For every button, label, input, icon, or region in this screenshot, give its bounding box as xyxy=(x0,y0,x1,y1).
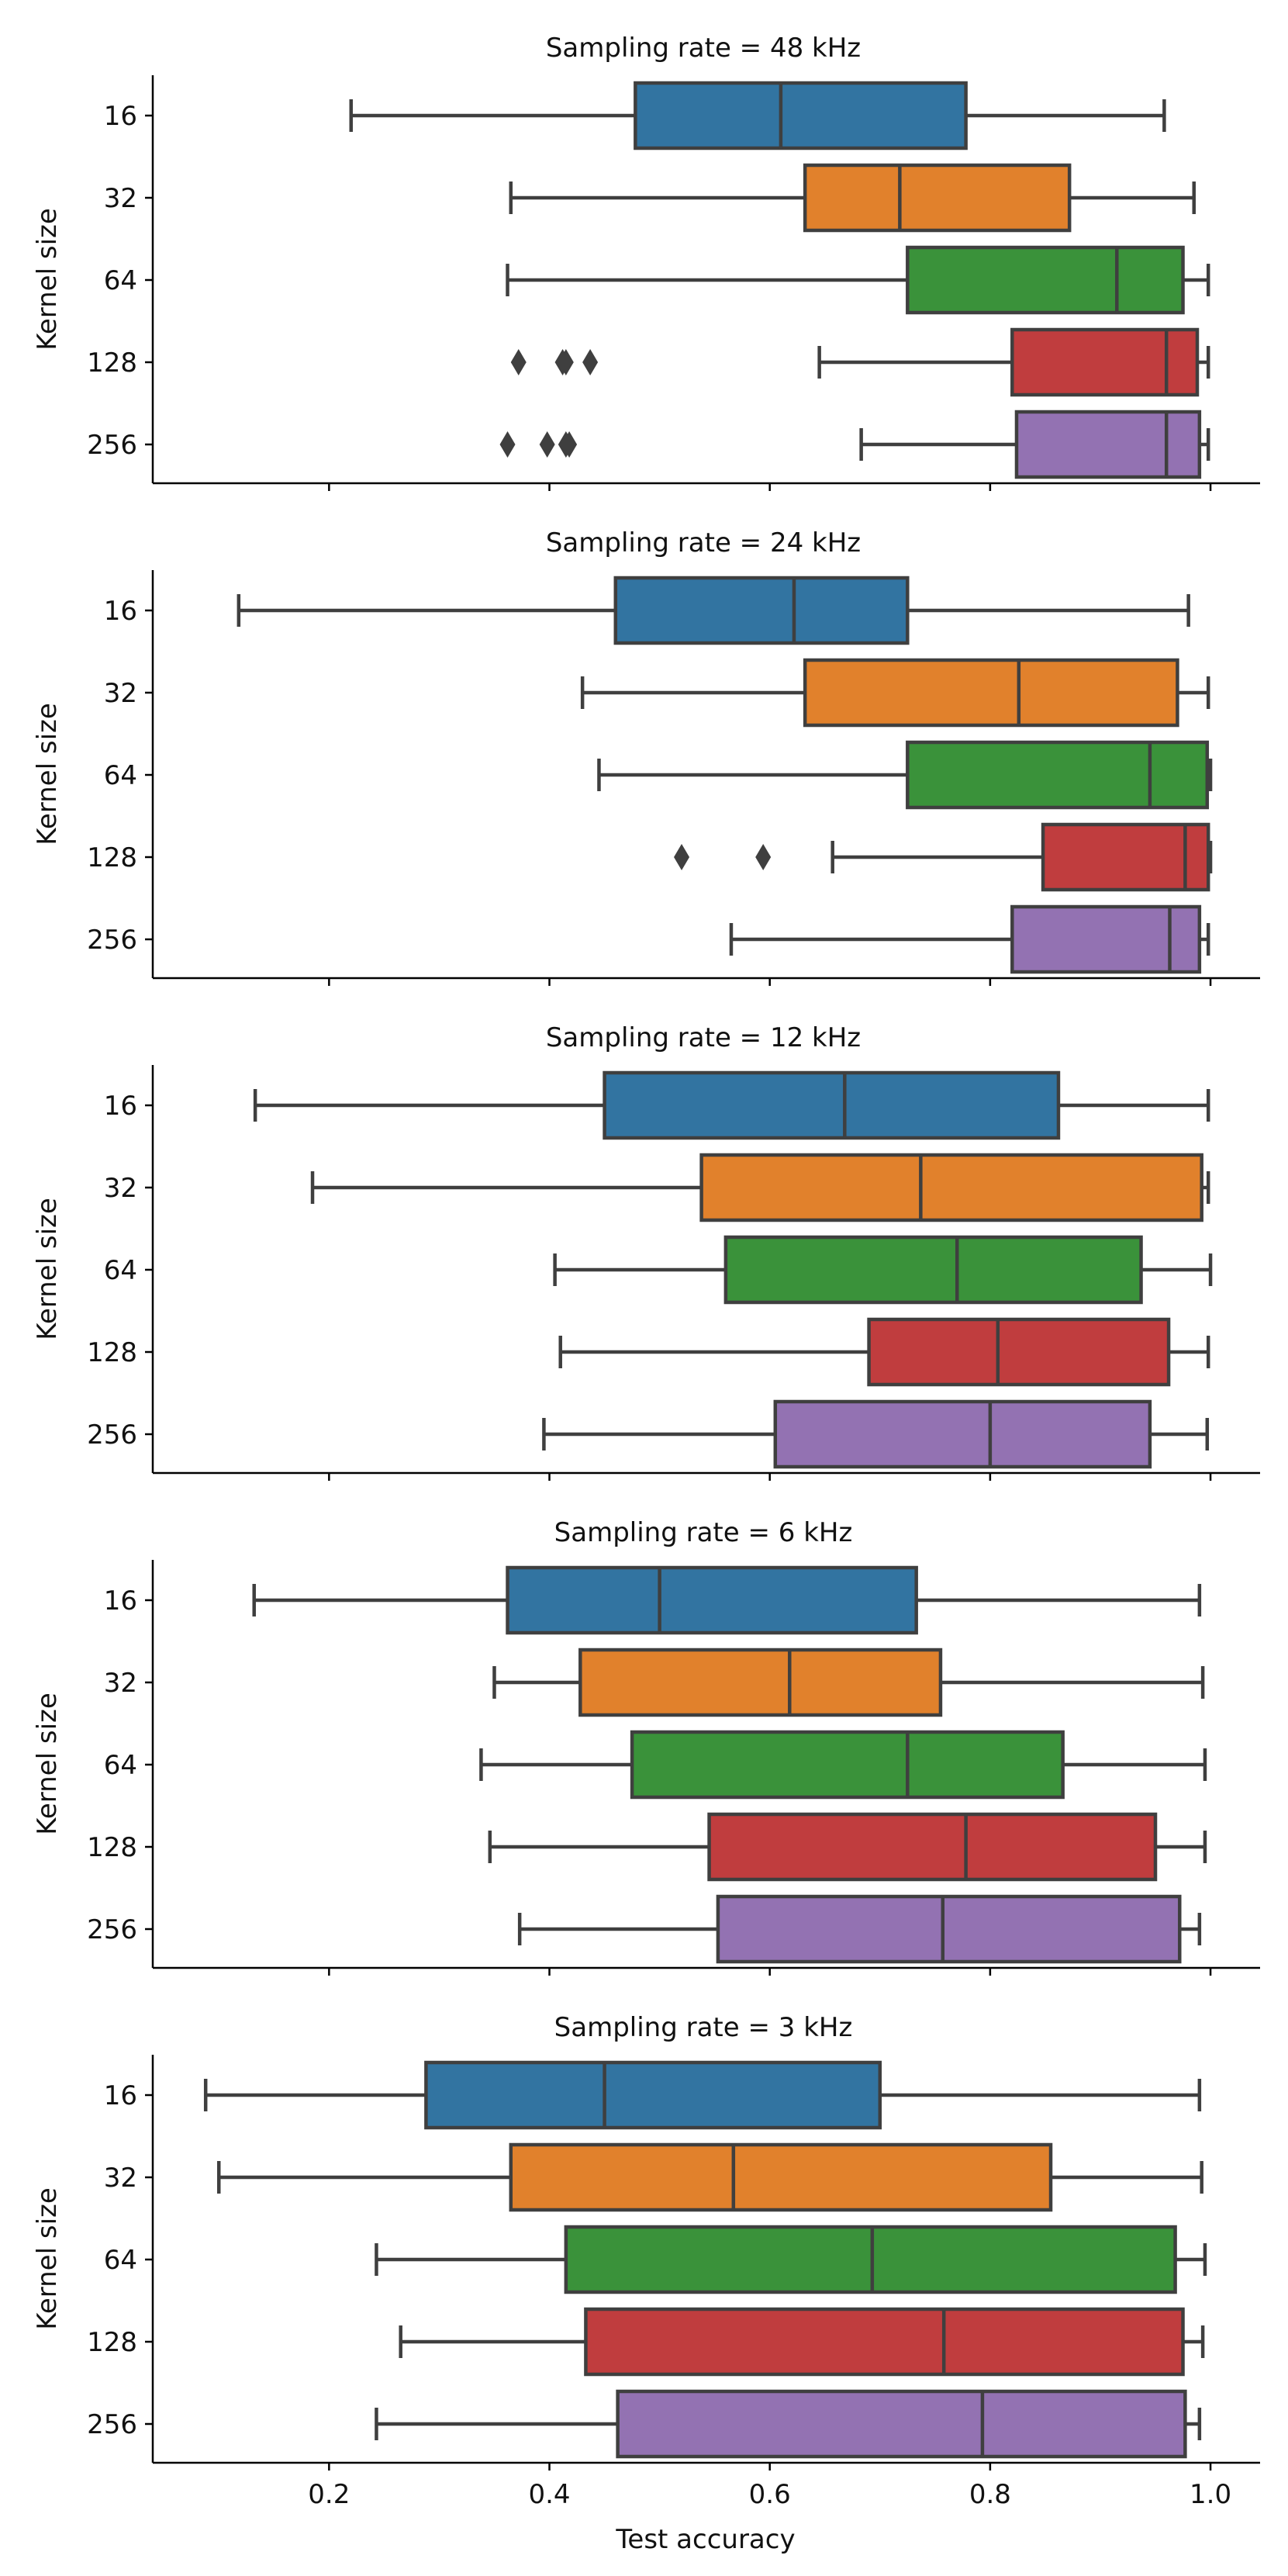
panel-2-y-tick-label: 32 xyxy=(104,678,137,709)
panel-1-box-32 xyxy=(803,163,1072,233)
panel-5-box-32 xyxy=(509,2142,1053,2212)
panel-3-box-64 xyxy=(723,1235,1143,1305)
panel-1-box-256-outlier xyxy=(539,431,555,458)
panel-1-box-256-outlier xyxy=(499,431,516,458)
panel-2-y-tick-label: 256 xyxy=(87,925,137,956)
panel-1-box-256-outlier xyxy=(561,431,578,458)
panel-5-y-axis-label: Kernel size xyxy=(32,2187,63,2330)
panel-2-box-128-outlier xyxy=(755,844,772,870)
panel-3-box-16 xyxy=(603,1070,1061,1140)
panel-2-y-tick-label: 128 xyxy=(87,842,137,873)
panel-3-y-tick-label: 16 xyxy=(104,1091,137,1122)
panel-2-box-16 xyxy=(613,576,910,645)
panel-4-y-tick-label: 64 xyxy=(104,1750,137,1781)
panel-1-y-tick-label: 128 xyxy=(87,348,137,379)
panel-1-box-128 xyxy=(1010,327,1200,397)
panel-1-y-tick-label: 32 xyxy=(104,183,137,214)
panel-4-title: Sampling rate = 6 kHz xyxy=(554,1517,853,1548)
panel-1-box-128-outlier xyxy=(558,349,574,375)
panel-4-box-32 xyxy=(578,1648,943,1717)
panel-4-y-tick-label: 16 xyxy=(104,1585,137,1616)
panel-1-y-tick-label: 64 xyxy=(104,265,137,296)
x-tick-label: 0.4 xyxy=(528,2479,570,2510)
panel-5-y-tick-label: 64 xyxy=(104,2245,137,2276)
panel-4-y-tick-label: 128 xyxy=(87,1832,137,1863)
panel-4-box-16 xyxy=(506,1565,918,1635)
panel-3-box-32 xyxy=(699,1153,1203,1222)
panel-4-y-tick-label: 256 xyxy=(87,1914,137,1945)
panel-1-y-tick-label: 256 xyxy=(87,430,137,461)
panel-3-y-tick-label: 32 xyxy=(104,1173,137,1204)
panel-5-y-tick-label: 128 xyxy=(87,2327,137,2358)
panel-2-box-64 xyxy=(906,740,1210,810)
panel-2-y-tick-label: 64 xyxy=(104,760,137,791)
panel-5-y-tick-label: 256 xyxy=(87,2409,137,2440)
panel-1-box-16 xyxy=(634,81,968,150)
x-axis-label: Test accuracy xyxy=(615,2524,795,2555)
panel-5-title: Sampling rate = 3 kHz xyxy=(554,2012,853,2043)
panel-3-y-tick-label: 64 xyxy=(104,1255,137,1286)
panel-1-box-128-outlier xyxy=(582,349,599,375)
panel-1-box-128-outlier xyxy=(510,349,527,375)
panel-1-box-256 xyxy=(1014,410,1202,479)
panel-2-box-128 xyxy=(1041,822,1210,892)
panel-3-y-axis-label: Kernel size xyxy=(32,1198,63,1340)
panel-3-box-256 xyxy=(773,1399,1152,1469)
panel-4-y-tick-label: 32 xyxy=(104,1668,137,1699)
panel-4-box-128 xyxy=(707,1812,1158,1882)
panel-2-box-32 xyxy=(803,658,1179,728)
panel-4-y-axis-label: Kernel size xyxy=(32,1693,63,1835)
panel-2-box-128-outlier xyxy=(674,844,690,870)
panel-3-title: Sampling rate = 12 kHz xyxy=(546,1022,861,1053)
x-tick-label: 0.8 xyxy=(969,2479,1011,2510)
panel-2-y-axis-label: Kernel size xyxy=(32,703,63,845)
x-tick-label: 1.0 xyxy=(1190,2479,1231,2510)
panel-1-y-tick-label: 16 xyxy=(104,101,137,132)
panel-1-title: Sampling rate = 48 kHz xyxy=(546,33,861,64)
panel-1-box-64 xyxy=(906,245,1185,315)
panel-3-box-128 xyxy=(867,1317,1171,1387)
x-tick-label: 0.2 xyxy=(308,2479,350,2510)
panel-2-y-tick-label: 16 xyxy=(104,596,137,627)
panel-5-y-tick-label: 32 xyxy=(104,2163,137,2194)
panel-1-y-axis-label: Kernel size xyxy=(32,208,63,351)
panel-4-box-256 xyxy=(716,1894,1182,1964)
panel-5-box-256 xyxy=(616,2389,1187,2459)
panel-4-box-64 xyxy=(630,1730,1065,1800)
x-tick-label: 0.6 xyxy=(749,2479,791,2510)
panel-5-box-16 xyxy=(424,2060,882,2130)
panel-3-y-tick-label: 256 xyxy=(87,1419,137,1451)
panel-3-y-tick-label: 128 xyxy=(87,1337,137,1368)
panel-5-box-128 xyxy=(584,2307,1185,2377)
panel-5-y-tick-label: 16 xyxy=(104,2080,137,2111)
panel-2-title: Sampling rate = 24 kHz xyxy=(546,527,861,558)
